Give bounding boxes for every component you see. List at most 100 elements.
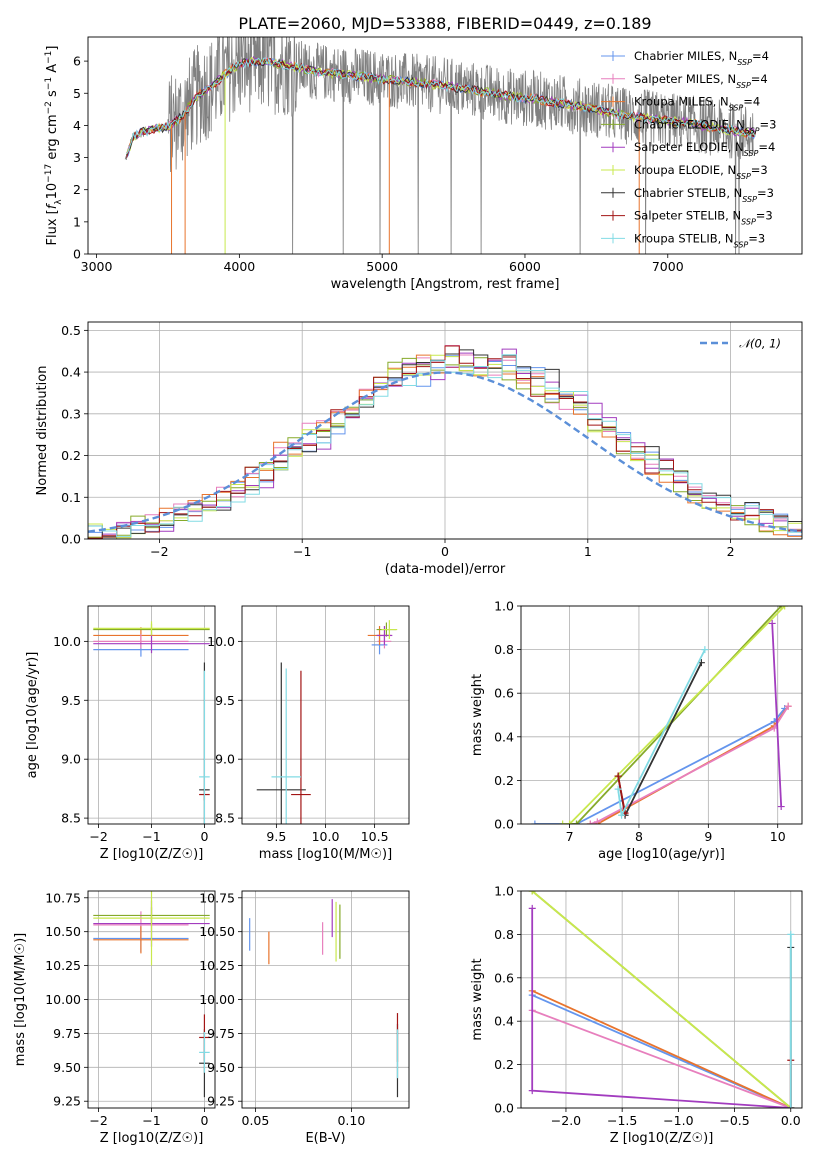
- legend-text: Salpeter STELIB, N: [634, 209, 741, 223]
- y-tick-label: 0.2: [494, 1057, 514, 1072]
- x-tick-label: 0: [200, 829, 208, 844]
- gaussian-curve: [88, 371, 802, 533]
- y-tick-label: 0.8: [494, 642, 514, 657]
- legend-eq: =3: [751, 163, 768, 177]
- x-tick-label: 2: [727, 544, 735, 559]
- legend-label: Kroupa MILES, NSSP=4: [634, 95, 760, 113]
- y-tick-label: 1.0: [494, 599, 514, 614]
- x-tick-label: −2.0: [551, 1113, 581, 1128]
- y-tick-label: 0.2: [61, 448, 81, 463]
- y-tick-label: 0.3: [61, 406, 81, 421]
- figure-title: PLATE=2060, MJD=53388, FIBERID=0449, z=0…: [238, 14, 651, 33]
- legend-label: Chabrier MILES, NSSP=4: [634, 49, 769, 67]
- y-tick-label: 0.1: [61, 490, 81, 505]
- y-label-part: f: [45, 202, 60, 209]
- y-label-part: erg cm: [45, 114, 60, 163]
- y-tick-label: 0.6: [494, 970, 514, 985]
- weight-marker: [777, 803, 785, 811]
- weight-line: [534, 707, 786, 824]
- x-tick-label: 3000: [81, 259, 113, 274]
- y-tick-label: 8.5: [61, 811, 81, 826]
- legend-text: Salpeter ELODIE, N: [634, 140, 744, 154]
- weight-marker: [768, 619, 776, 627]
- y-label-part: −1: [44, 51, 54, 64]
- axes-frame: [87, 36, 803, 255]
- weight-line: [531, 989, 792, 1108]
- legend-sub: SSP: [741, 217, 756, 226]
- legend-label: Chabrier ELODIE, NSSP=3: [634, 117, 776, 135]
- x-tick-label: 7: [566, 829, 574, 844]
- legend-sub: SSP: [744, 149, 759, 158]
- y-tick-label: 9.75: [53, 1026, 81, 1041]
- y-tick-label: 10.00: [199, 992, 235, 1007]
- errbar-plot-area: [93, 891, 210, 1098]
- axes-frame: [87, 321, 803, 540]
- y-tick-label: 0.6: [494, 686, 514, 701]
- y-label-part: Flux [: [45, 209, 60, 245]
- y-label-part: −1: [44, 77, 54, 90]
- errbar-plot-area: [249, 899, 399, 1098]
- weight-marker: [586, 820, 594, 824]
- x-tick-label: −2: [89, 1113, 107, 1128]
- x-tick-label: 0.0: [781, 1113, 801, 1128]
- weight-marker: [701, 646, 709, 654]
- axes-frame: [87, 605, 216, 825]
- x-tick-label: 9: [704, 829, 712, 844]
- legend-eq: =3: [748, 231, 765, 245]
- y-tick-label: 10.0: [53, 634, 81, 649]
- y-axis-label: mass weight: [470, 958, 485, 1040]
- legend-text: Salpeter MILES, N: [634, 72, 736, 86]
- y-tick-label: 10.50: [45, 924, 81, 939]
- weight-line: [771, 623, 783, 807]
- weight-marker: [573, 820, 581, 824]
- y-tick-label: 5: [73, 86, 81, 101]
- legend-label: Salpeter STELIB, NSSP=3: [634, 209, 773, 227]
- y-tick-label: 8.5: [215, 811, 235, 826]
- y-label-part: 10: [45, 183, 60, 200]
- y-tick-label: 0.2: [494, 773, 514, 788]
- x-tick-label: −1.0: [663, 1113, 693, 1128]
- legend-eq: =3: [757, 186, 774, 200]
- weight-plot-area: [531, 606, 792, 824]
- legend-label: Salpeter MILES, NSSP=4: [634, 72, 768, 90]
- x-tick-label: 0.05: [242, 1113, 270, 1128]
- y-tick-label: 1.0: [494, 884, 514, 899]
- y-tick-label: 3: [73, 150, 81, 165]
- legend-text: 𝒩(0, 1): [739, 337, 781, 351]
- y-tick-label: 0.5: [61, 323, 81, 338]
- weight-marker: [528, 904, 536, 912]
- histogram-step: [88, 354, 802, 538]
- y-tick-label: 9.50: [53, 1060, 81, 1075]
- legend-sub: SSP: [742, 194, 757, 203]
- y-tick-label: 4: [73, 118, 81, 133]
- y-tick-label: 0.4: [494, 729, 514, 744]
- model-spectrum: [126, 56, 756, 156]
- x-axis-label: wavelength [Angstrom, rest frame]: [331, 277, 560, 292]
- weight-line: [531, 891, 792, 1108]
- hist-plot-area: [88, 345, 802, 539]
- y-tick-label: 0.8: [494, 927, 514, 942]
- axes-frame: [520, 890, 803, 1109]
- x-tick-label: −1: [142, 1113, 160, 1128]
- x-axis-label: age [log10(age/yr)]: [598, 847, 725, 862]
- legend-eq: =4: [752, 49, 769, 63]
- x-tick-label: 7000: [652, 259, 684, 274]
- x-tick-label: 1: [584, 544, 592, 559]
- x-tick-label: 8: [635, 829, 643, 844]
- errbar-plot-area: [93, 621, 210, 824]
- panel-residual_histogram: −2 −1 0 1 2 0.0 0.1 0.2 0.3 0.4 0.5 (data-model)/er…: [35, 321, 803, 577]
- weight-marker: [618, 811, 626, 819]
- x-axis-label: mass [log10(M/M☉)]: [259, 847, 392, 862]
- x-tick-label: −0.5: [719, 1113, 749, 1128]
- legend-eq: =3: [760, 117, 777, 131]
- legend-label: 𝒩(0, 1): [739, 337, 781, 351]
- legend-text: Chabrier ELODIE, N: [634, 117, 745, 131]
- y-tick-label: 0.4: [494, 1014, 514, 1029]
- legend-sub: SSP: [736, 80, 751, 89]
- legend-label: Chabrier STELIB, NSSP=3: [634, 186, 774, 204]
- legend-label: Kroupa STELIB, NSSP=3: [634, 231, 765, 249]
- weight-marker: [787, 1104, 795, 1108]
- y-tick-label: 2: [73, 182, 81, 197]
- legend-eq: =4: [743, 95, 760, 109]
